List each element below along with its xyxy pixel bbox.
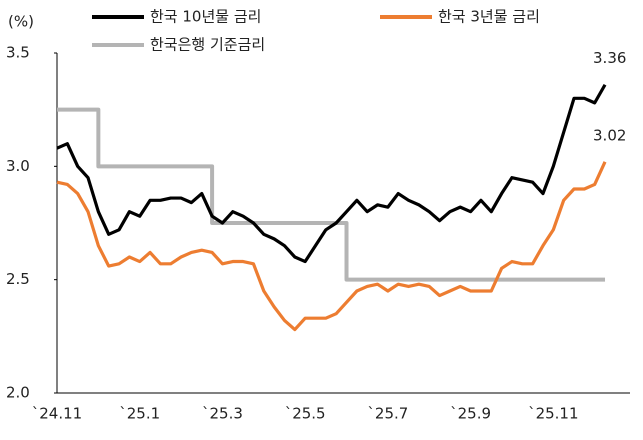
data-label: 3.36 [593, 49, 626, 67]
y-tick-label: 2.0 [6, 384, 30, 402]
y-axis-unit: (%) [8, 13, 34, 31]
data-label: 3.02 [593, 126, 626, 144]
line-series [56, 161, 607, 332]
x-tick-label: `25.11 [528, 405, 578, 423]
legend-label: 한국 3년물 금리 [438, 8, 540, 26]
legend-label: 한국 10년물 금리 [150, 8, 261, 26]
line-series [56, 83, 607, 264]
x-tick-label: `25.5 [285, 405, 326, 423]
y-tick-label: 2.5 [6, 270, 30, 288]
x-tick-label: `25.1 [119, 405, 160, 423]
x-tick-label: `25.9 [450, 405, 491, 423]
x-tick-label: `25.3 [202, 405, 243, 423]
y-tick-label: 3.5 [6, 44, 30, 62]
y-tick-label: 3.0 [6, 157, 30, 175]
line-series [57, 107, 606, 282]
x-tick-label: `24.11 [32, 405, 82, 423]
x-tick-label: `25.7 [367, 405, 408, 423]
legend-label: 한국은행 기준금리 [150, 36, 265, 54]
